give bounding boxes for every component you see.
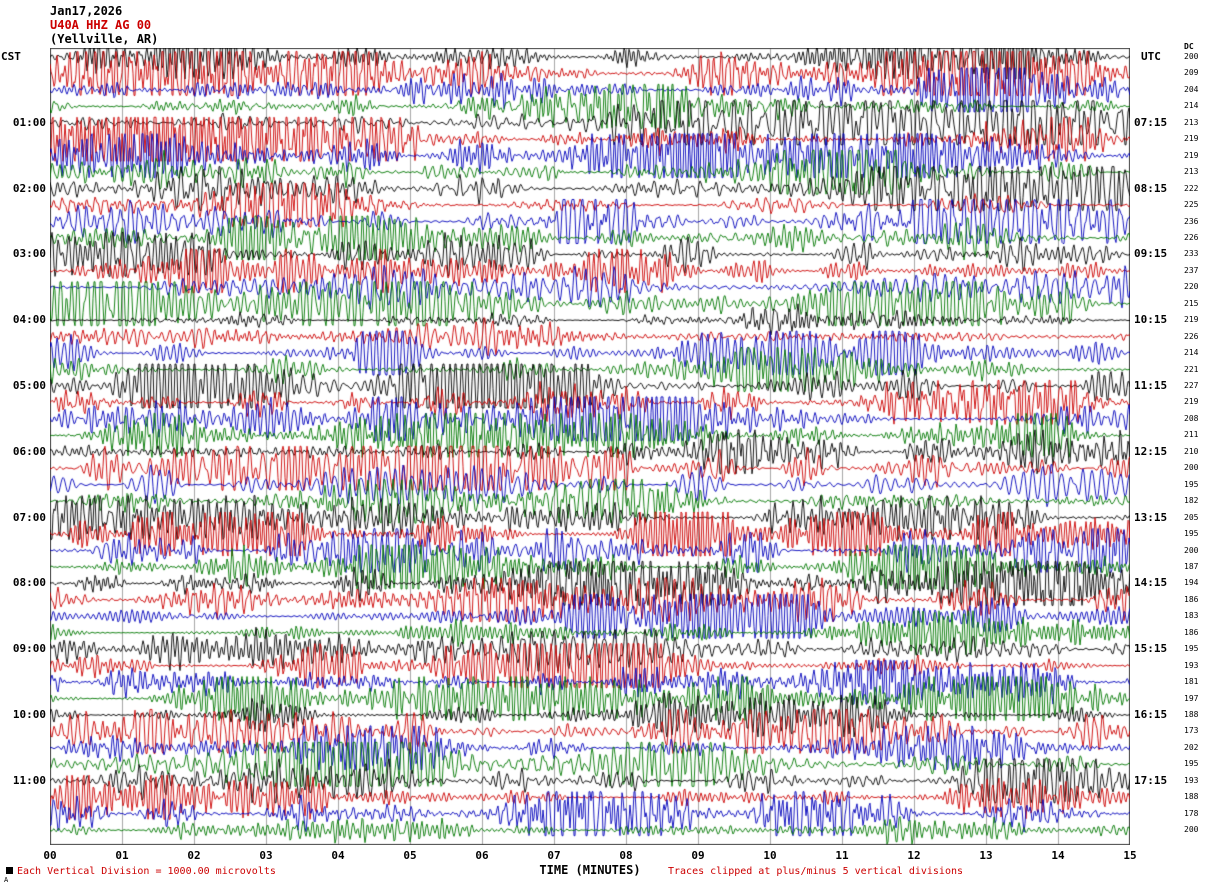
- dc-value: 186: [1184, 627, 1199, 637]
- dc-value: 221: [1184, 364, 1199, 374]
- dc-value: 195: [1184, 529, 1199, 539]
- dc-value: 205: [1184, 512, 1199, 522]
- division-marker: [6, 867, 13, 874]
- dc-value: 215: [1184, 298, 1199, 308]
- dc-value: 213: [1184, 117, 1199, 127]
- x-axis-title: TIME (MINUTES): [539, 863, 641, 877]
- dc-value: 194: [1184, 578, 1199, 588]
- dc-value: 193: [1184, 660, 1199, 670]
- utc-time-label: 10:15: [1134, 313, 1168, 327]
- header-date: Jan17,2026: [50, 4, 123, 18]
- x-tick-label: 00: [43, 849, 57, 862]
- x-tick-label: 01: [115, 849, 129, 862]
- cst-time-label: 05:00: [12, 379, 46, 392]
- utc-time-label: 12:15: [1134, 444, 1168, 458]
- dc-value: 213: [1184, 167, 1199, 177]
- seismogram-canvas: [50, 48, 1130, 845]
- cst-time-label: 08:00: [12, 576, 46, 590]
- utc-time-label: 08:15: [1134, 181, 1168, 195]
- dc-value: 210: [1184, 446, 1199, 456]
- dc-value: 211: [1184, 430, 1199, 440]
- x-tick-label: 12: [907, 849, 921, 862]
- utc-time-label: 15:15: [1134, 642, 1168, 656]
- dc-value: 187: [1184, 561, 1199, 571]
- dc-value: 193: [1184, 775, 1199, 785]
- dc-value: 236: [1184, 216, 1199, 226]
- right-timezone-label: UTC: [1141, 50, 1161, 63]
- utc-time-label: 13:15: [1134, 510, 1168, 524]
- dc-value: 197: [1184, 693, 1199, 703]
- dc-value: 195: [1184, 479, 1199, 489]
- dc-value: 237: [1184, 265, 1199, 275]
- x-tick-label: 14: [1051, 849, 1065, 862]
- x-tick-label: 09: [691, 849, 705, 862]
- dc-value: 220: [1184, 282, 1199, 292]
- dc-value: 219: [1184, 315, 1199, 325]
- dc-value: 226: [1184, 232, 1199, 242]
- dc-value: 182: [1184, 496, 1199, 506]
- x-tick-label: 04: [331, 849, 345, 862]
- x-tick-label: 06: [475, 849, 489, 862]
- utc-time-label: 14:15: [1134, 576, 1168, 590]
- utc-time-label: 16:15: [1134, 708, 1168, 721]
- x-tick-label: 15: [1123, 849, 1137, 862]
- dc-value: 233: [1184, 249, 1199, 259]
- dc-value: 219: [1184, 134, 1199, 144]
- x-tick-label: 05: [403, 849, 417, 862]
- dc-value: 226: [1184, 331, 1199, 341]
- x-tick-label: 13: [979, 849, 993, 862]
- dc-value: 225: [1184, 200, 1199, 210]
- left-timezone-label: CST: [1, 50, 21, 63]
- dc-value: 200: [1184, 825, 1199, 835]
- dc-value: 219: [1184, 397, 1199, 407]
- footer-scale-note: Each Vertical Division = 1000.00 microvo…: [17, 866, 276, 877]
- utc-time-label: 09:15: [1134, 247, 1168, 261]
- x-tick-label: 11: [835, 849, 849, 862]
- footer-clip-note: Traces clipped at plus/minus 5 vertical …: [668, 866, 964, 877]
- corner-mark: A: [4, 876, 9, 884]
- cst-time-label: 04:00: [12, 313, 46, 327]
- utc-time-label: 17:15: [1134, 773, 1168, 787]
- dc-value: 195: [1184, 759, 1199, 769]
- cst-time-label: 07:00: [12, 510, 46, 524]
- cst-time-label: 11:00: [12, 773, 46, 787]
- dc-value: 188: [1184, 710, 1199, 719]
- cst-time-label: 02:00: [12, 181, 46, 195]
- cst-time-label: 09:00: [12, 642, 46, 656]
- dc-value: 208: [1184, 413, 1199, 423]
- dc-column-label: DC: [1184, 42, 1194, 51]
- cst-time-label: 01:00: [12, 115, 46, 129]
- dc-value: 186: [1184, 594, 1199, 604]
- dc-value: 183: [1184, 611, 1199, 621]
- cst-time-label: 10:00: [12, 708, 46, 721]
- cst-time-label: 06:00: [12, 444, 46, 458]
- dc-value: 178: [1184, 808, 1199, 818]
- dc-value: 173: [1184, 726, 1199, 736]
- header-station-location: (Yellville, AR): [50, 32, 159, 46]
- dc-value: 222: [1184, 183, 1199, 193]
- x-tick-label: 10: [763, 849, 777, 862]
- x-tick-label: 02: [187, 849, 201, 862]
- utc-time-label: 07:15: [1134, 115, 1168, 129]
- header-station-code: U40A HHZ AG 00: [50, 18, 152, 32]
- dc-value: 202: [1184, 742, 1199, 752]
- dc-value: 200: [1184, 52, 1199, 61]
- dc-value: 200: [1184, 545, 1199, 555]
- dc-value: 204: [1184, 84, 1199, 94]
- dc-value: 181: [1184, 677, 1199, 687]
- dc-value: 214: [1184, 101, 1199, 111]
- dc-value: 214: [1184, 348, 1199, 358]
- x-tick-label: 03: [259, 849, 273, 862]
- utc-time-label: 11:15: [1134, 379, 1168, 392]
- cst-time-label: 03:00: [12, 247, 46, 261]
- dc-value: 188: [1184, 792, 1199, 802]
- dc-value: 219: [1184, 150, 1199, 160]
- x-tick-label: 08: [619, 849, 633, 862]
- dc-value: 209: [1184, 68, 1199, 78]
- x-tick-label: 07: [547, 849, 561, 862]
- dc-value: 200: [1184, 463, 1199, 473]
- dc-value: 195: [1184, 644, 1199, 654]
- dc-value: 227: [1184, 381, 1199, 390]
